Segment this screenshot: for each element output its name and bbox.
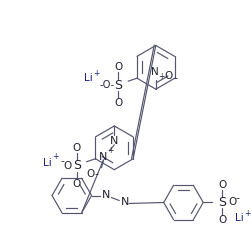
Text: -: -: [236, 193, 240, 204]
Text: -: -: [94, 169, 99, 179]
Text: -: -: [173, 73, 177, 83]
Text: N: N: [151, 67, 159, 77]
Text: O: O: [73, 143, 81, 153]
Text: O: O: [165, 71, 173, 81]
Text: O: O: [114, 62, 122, 72]
Text: Li: Li: [43, 158, 51, 168]
Text: +: +: [52, 152, 58, 161]
Text: O: O: [218, 215, 226, 225]
Text: -O-: -O-: [100, 80, 115, 90]
Text: +: +: [158, 72, 165, 81]
Text: +: +: [244, 209, 251, 218]
Text: O: O: [73, 179, 81, 189]
Text: N: N: [99, 152, 108, 162]
Text: O: O: [86, 169, 95, 179]
Text: Li: Li: [84, 73, 93, 83]
Text: Li: Li: [235, 213, 244, 223]
Text: N: N: [102, 190, 111, 200]
Text: N: N: [110, 136, 118, 146]
Text: S: S: [73, 159, 81, 172]
Text: O: O: [114, 98, 122, 108]
Text: +: +: [107, 146, 114, 155]
Text: S: S: [114, 79, 122, 92]
Text: O: O: [64, 161, 72, 171]
Text: N: N: [121, 197, 129, 208]
Text: O: O: [229, 197, 237, 208]
Text: S: S: [218, 196, 226, 209]
Text: +: +: [93, 69, 100, 78]
Text: -: -: [61, 156, 65, 166]
Text: O: O: [218, 180, 226, 190]
